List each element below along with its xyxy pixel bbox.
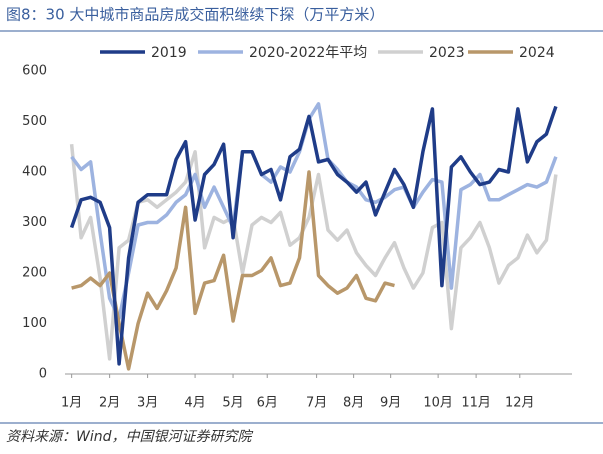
y-tick-label: 100 — [22, 316, 47, 331]
x-tick-label: 5月 — [222, 396, 243, 411]
y-tick-label: 400 — [22, 165, 47, 180]
x-tick-label: 9月 — [380, 396, 401, 411]
series-line — [71, 170, 395, 371]
x-tick-label: 6月 — [257, 396, 278, 411]
x-tick-label: 12月 — [505, 396, 535, 411]
x-tick-label: 11月 — [461, 396, 491, 411]
y-tick-label: 500 — [22, 114, 47, 129]
y-tick-label: 0 — [39, 367, 47, 382]
x-tick-label: 1月 — [61, 396, 82, 411]
y-tick-label: 300 — [22, 215, 47, 230]
y-tick-label: 200 — [22, 266, 47, 281]
x-tick-label: 2月 — [99, 396, 120, 411]
x-tick-label: 3月 — [137, 396, 158, 411]
source: 资料来源：Wind，中国银河证券研究院 — [6, 429, 253, 445]
x-tick-label: 10月 — [423, 396, 453, 411]
series-line — [69, 105, 558, 366]
x-tick-label: 7月 — [306, 396, 327, 411]
legend-label: 2019 — [151, 45, 187, 61]
chart-title: 图8：30 大中城市商品房成交面积继续下探（万平方米） — [6, 6, 384, 24]
x-tick-label: 4月 — [184, 396, 205, 411]
x-tick-label: 8月 — [343, 396, 364, 411]
legend-label: 2020-2022年平均 — [249, 45, 367, 61]
y-tick-label: 600 — [22, 64, 47, 79]
legend-label: 2023 — [429, 45, 465, 61]
series-line — [69, 144, 558, 361]
legend-label: 2024 — [519, 45, 555, 61]
